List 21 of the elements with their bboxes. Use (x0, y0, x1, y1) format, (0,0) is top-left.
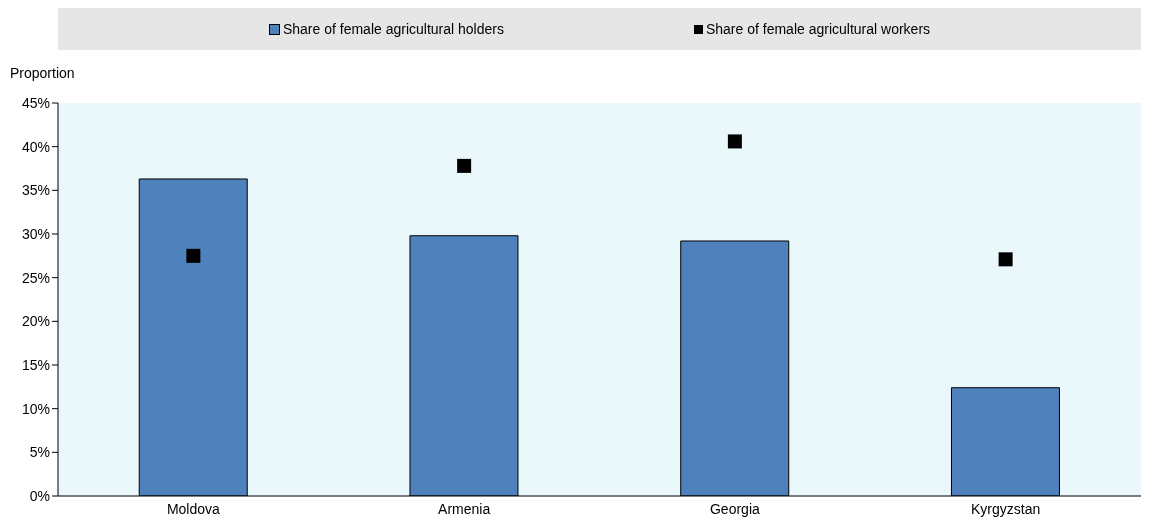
y-tick-label: 45% (21, 94, 50, 111)
y-axis-title: Proportion (10, 65, 75, 81)
y-tick-label: 15% (21, 356, 50, 373)
x-tick-label: Armenia (438, 500, 491, 517)
point (998, 252, 1013, 267)
x-tick-label: Kyrgyzstan (971, 500, 1041, 517)
y-tick-label: 5% (29, 444, 50, 461)
y-tick-label: 30% (21, 225, 50, 242)
legend-label: Share of female agricultural workers (704, 21, 931, 37)
y-tick-label: 20% (21, 313, 50, 330)
point (457, 158, 472, 173)
y-tick-label: 10% (21, 400, 50, 417)
y-tick-label: 0% (29, 487, 50, 504)
y-tick-label: 40% (21, 138, 50, 155)
point (727, 134, 742, 149)
y-tick-label: 25% (21, 269, 50, 286)
point (186, 248, 201, 263)
x-tick-label: Georgia (709, 500, 760, 517)
x-tick-label: Moldova (166, 500, 221, 517)
y-tick-label: 35% (21, 182, 50, 199)
legend-label: Share of female agricultural holders (281, 21, 504, 37)
